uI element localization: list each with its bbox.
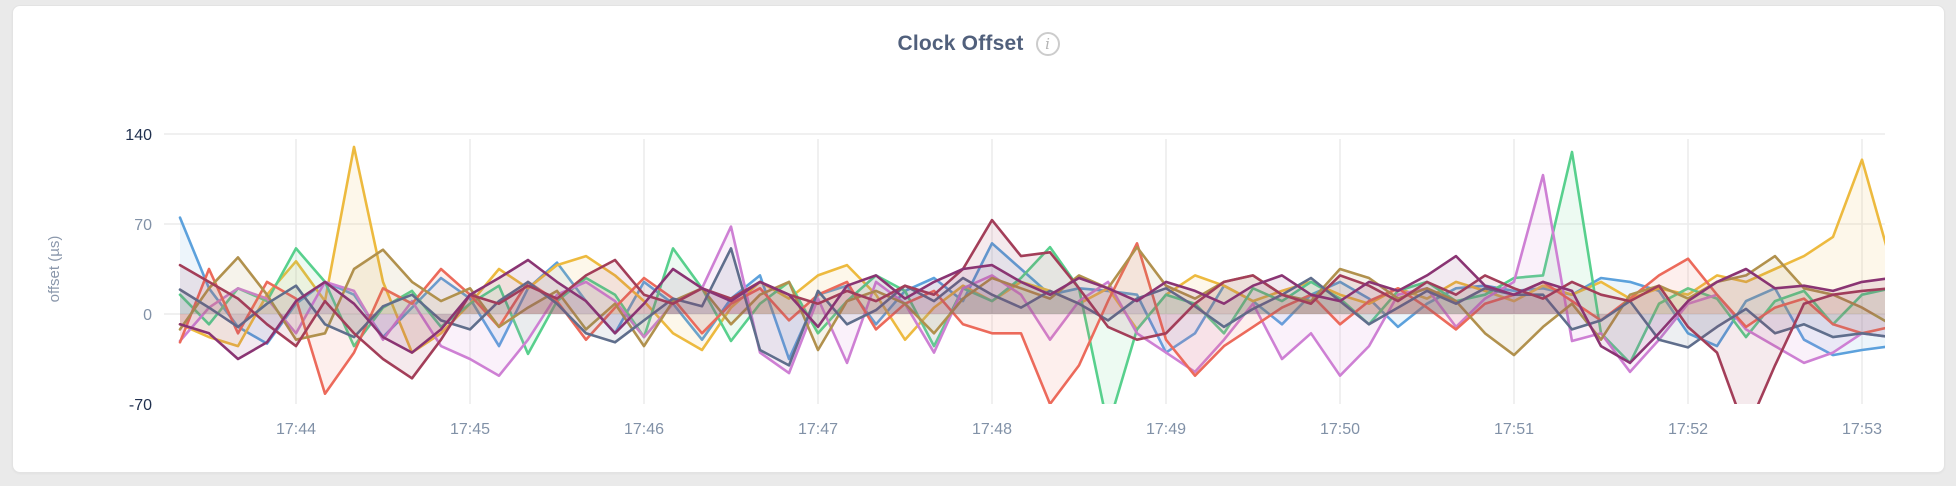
chart-header: Clock Offset i — [13, 32, 1944, 56]
clock-offset-chart: 140 70 0 -70 17:44 17:45 17:46 17:47 17:48 17:49 1… — [46, 127, 1885, 438]
x-tick-label: 17:47 — [798, 421, 838, 438]
y-tick-label: -70 — [129, 397, 152, 414]
chart-card: Clock Offset i 140 70 0 -70 17:44 17:45 17:46 1… — [12, 5, 1945, 473]
x-tick-label: 17:49 — [1146, 421, 1186, 438]
x-tick-label: 17:45 — [450, 421, 490, 438]
x-tick-label: 17:46 — [624, 421, 664, 438]
x-tick-label: 17:50 — [1320, 421, 1360, 438]
x-tick-label: 17:44 — [276, 421, 316, 438]
chart-title: Clock Offset — [897, 32, 1024, 55]
x-tick-label: 17:53 — [1842, 421, 1882, 438]
x-tick-label: 17:52 — [1668, 421, 1708, 438]
y-axis-title: offset (µs) — [46, 236, 63, 303]
series-area-9 — [180, 256, 1885, 363]
y-tick-label: 0 — [143, 307, 152, 324]
series-line-1 — [178, 216, 1885, 361]
series-area-5 — [180, 243, 1885, 404]
series-line-9 — [178, 254, 1885, 365]
plot-area[interactable] — [164, 132, 1885, 404]
x-tick-label: 17:51 — [1494, 421, 1534, 438]
series-area-3 — [180, 152, 1885, 404]
series-area-4 — [180, 175, 1885, 376]
x-tick-label: 17:48 — [972, 421, 1012, 438]
y-tick-label: 140 — [125, 127, 152, 144]
series-line-6 — [178, 245, 1885, 357]
series-line-7 — [178, 247, 1885, 367]
info-icon[interactable]: i — [1035, 32, 1060, 56]
series-area-7 — [180, 248, 1885, 366]
y-tick-label: 70 — [134, 217, 152, 234]
series-line-4 — [178, 173, 1885, 378]
